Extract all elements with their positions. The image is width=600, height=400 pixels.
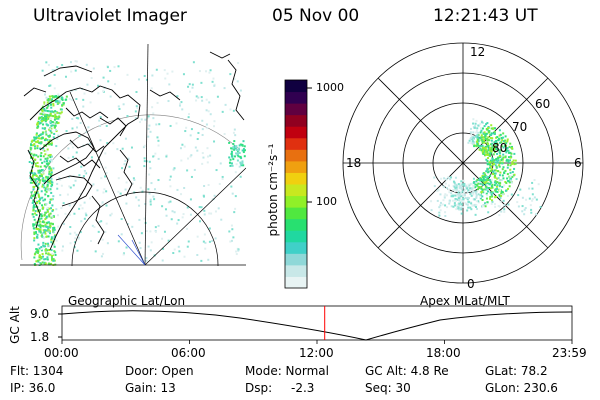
mlat-label-70: 70: [512, 120, 528, 134]
colorbar-segment: [285, 149, 307, 162]
app-title: Ultraviolet Imager: [33, 6, 187, 26]
altitude-plot: [58, 305, 573, 344]
alt-axis-label: GC Alt: [7, 306, 22, 344]
gain-value: Gain: 13: [125, 381, 176, 395]
time-tick-0600: 06:00: [171, 346, 206, 360]
time-tick-2359: 23:59: [552, 346, 587, 360]
colorbar-segment: [285, 103, 307, 116]
time-tick-1800: 18:00: [426, 346, 461, 360]
colorbar-tick-100: 100: [316, 195, 337, 208]
dsp-label: Dsp:: [245, 381, 273, 395]
left-map-caption: Geographic Lat/Lon: [68, 294, 186, 308]
colorbar-segment: [285, 195, 307, 208]
mlat-label-80: 80: [492, 141, 508, 155]
gc-altitude: GC Alt: 4.8 Re: [365, 364, 449, 378]
colorbar-segment: [285, 264, 307, 277]
mlt-label-6: 6: [574, 156, 582, 170]
colorbar-segment: [285, 184, 307, 197]
colorbar: [285, 80, 307, 289]
colorbar-unit-label: photon cm⁻²s⁻¹: [266, 143, 280, 237]
colorbar-segment: [285, 207, 307, 220]
dsp-value: -2.3: [291, 381, 315, 395]
time-tick-1200: 12:00: [299, 346, 334, 360]
colorbar-segment: [285, 253, 307, 266]
geographic-map: [20, 44, 246, 266]
door-status: Door: Open: [125, 364, 194, 378]
colorbar-segment: [285, 91, 307, 104]
colorbar-segment: [285, 137, 307, 150]
alt-tick-9: 9.0: [30, 307, 50, 321]
right-map-caption: Apex MLat/MLT: [420, 294, 510, 308]
mlt-label-18: 18: [346, 156, 362, 170]
date-label: 05 Nov 00: [272, 6, 360, 26]
geo-latitude: GLat: 78.2: [485, 364, 548, 378]
mlt-label-12: 12: [470, 45, 486, 59]
flight-number: Flt: 1304: [10, 364, 64, 378]
mode-value: Mode: Normal: [245, 364, 329, 378]
alt-tick-1.8: 1.8: [30, 330, 50, 344]
coastline-outlines: [23, 51, 245, 251]
ip-value: IP: 36.0: [10, 381, 56, 395]
mlt-label-0: 0: [467, 277, 475, 291]
polar-aurora: [430, 118, 542, 217]
colorbar-segment: [285, 126, 307, 139]
colorbar-segment: [285, 276, 307, 289]
time-label: 12:21:43 UT: [433, 6, 538, 26]
time-tick-0000: 00:00: [44, 346, 79, 360]
magnetic-polar-plot: [342, 42, 584, 284]
colorbar-segment: [285, 218, 307, 231]
lat-lon-grid: [20, 44, 246, 266]
colorbar-segment: [285, 160, 307, 173]
aurora-emission: [28, 60, 246, 266]
colorbar-segment: [285, 230, 307, 243]
colorbar-segment: [285, 241, 307, 254]
colorbar-segment: [285, 172, 307, 185]
sequence-number: Seq: 30: [365, 381, 411, 395]
colorbar-segment: [285, 80, 307, 93]
colorbar-tick-1000: 1000: [316, 81, 344, 94]
colorbar-segment: [285, 114, 307, 127]
mlat-label-60: 60: [535, 97, 551, 111]
geo-longitude: GLon: 230.6: [485, 381, 558, 395]
